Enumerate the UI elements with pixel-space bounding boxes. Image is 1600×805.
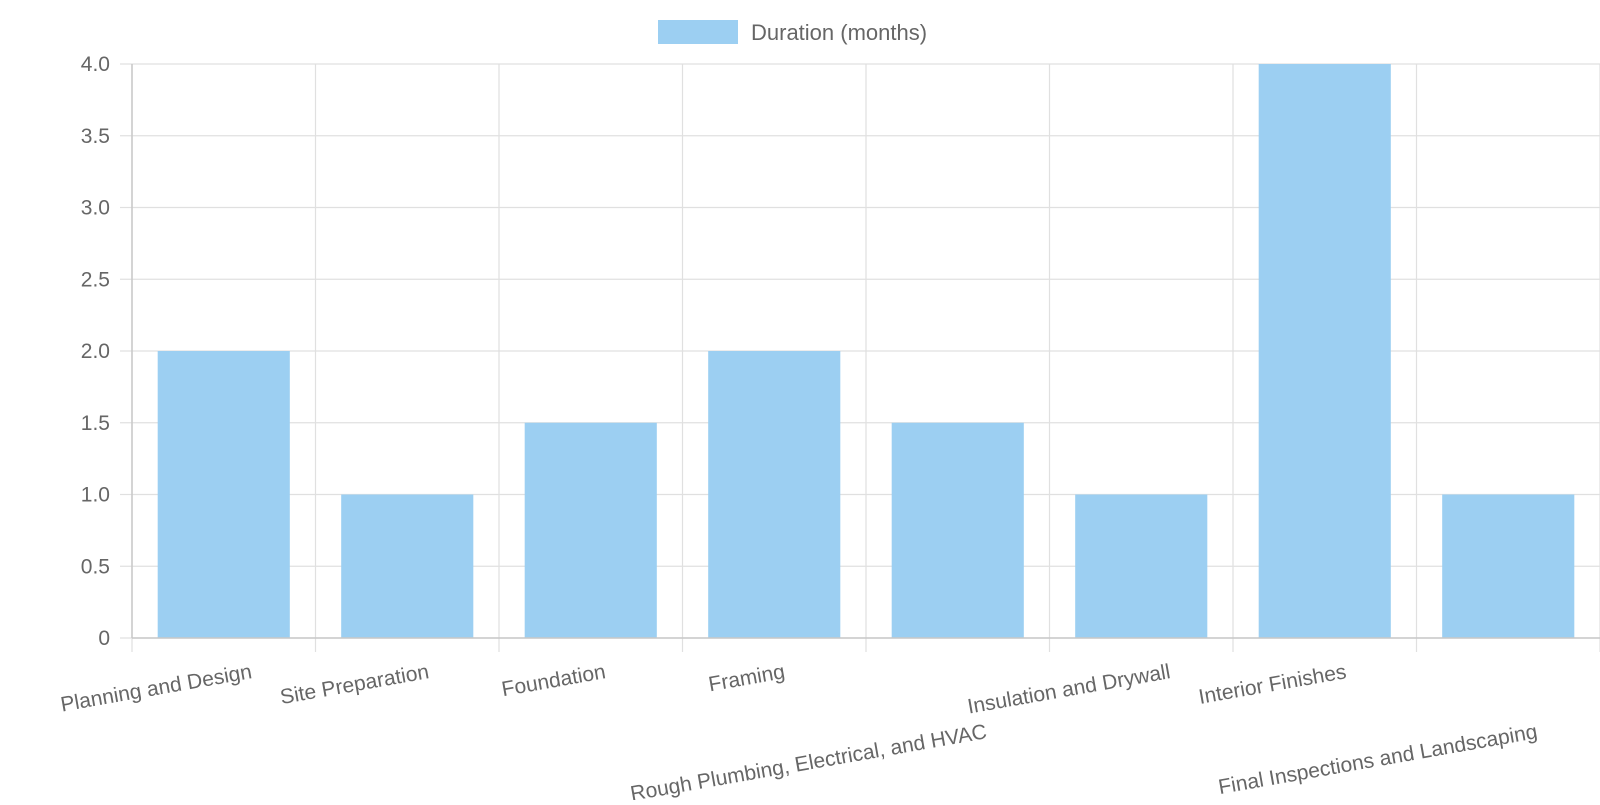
x-category-label: Final Inspections and Landscaping [1217,720,1539,799]
axes [120,63,1600,639]
x-category-label: Foundation [500,660,607,701]
x-axis-labels: Planning and Design Site Preparation Found… [59,660,1539,805]
x-category-label: Insulation and Drywall [966,660,1172,718]
bar[interactable] [157,351,290,638]
bars [157,64,1575,639]
y-tick-label: 0 [98,627,110,650]
y-tick-label: 3.0 [81,197,110,220]
y-tick-label: 2.5 [81,268,110,291]
x-category-label: Interior Finishes [1197,660,1348,709]
x-category-label: Planning and Design [59,660,254,716]
bar[interactable] [1258,64,1391,638]
x-category-label: Rough Plumbing, Electrical, and HVAC [629,720,989,800]
legend[interactable]: Duration (months) [658,20,927,45]
y-tick-label: 2.0 [81,340,110,363]
y-axis-ticks: 0 0.5 1.0 1.5 2.0 2.5 3.0 3.5 4.0 [81,53,110,650]
x-category-label: Framing [707,660,787,696]
bar[interactable] [708,351,841,638]
x-category-label: Site Preparation [278,660,430,709]
bar[interactable] [1442,494,1575,639]
y-tick-label: 0.5 [81,555,110,578]
bar[interactable] [341,494,474,639]
legend-swatch [658,20,738,44]
legend-label: Duration (months) [751,20,927,45]
bar[interactable] [891,422,1024,638]
bar[interactable] [1075,494,1208,639]
y-tick-label: 1.0 [81,484,110,507]
y-tick-label: 1.5 [81,412,110,435]
y-tick-label: 3.5 [81,125,110,148]
y-tick-label: 4.0 [81,53,110,76]
bar[interactable] [524,422,657,638]
